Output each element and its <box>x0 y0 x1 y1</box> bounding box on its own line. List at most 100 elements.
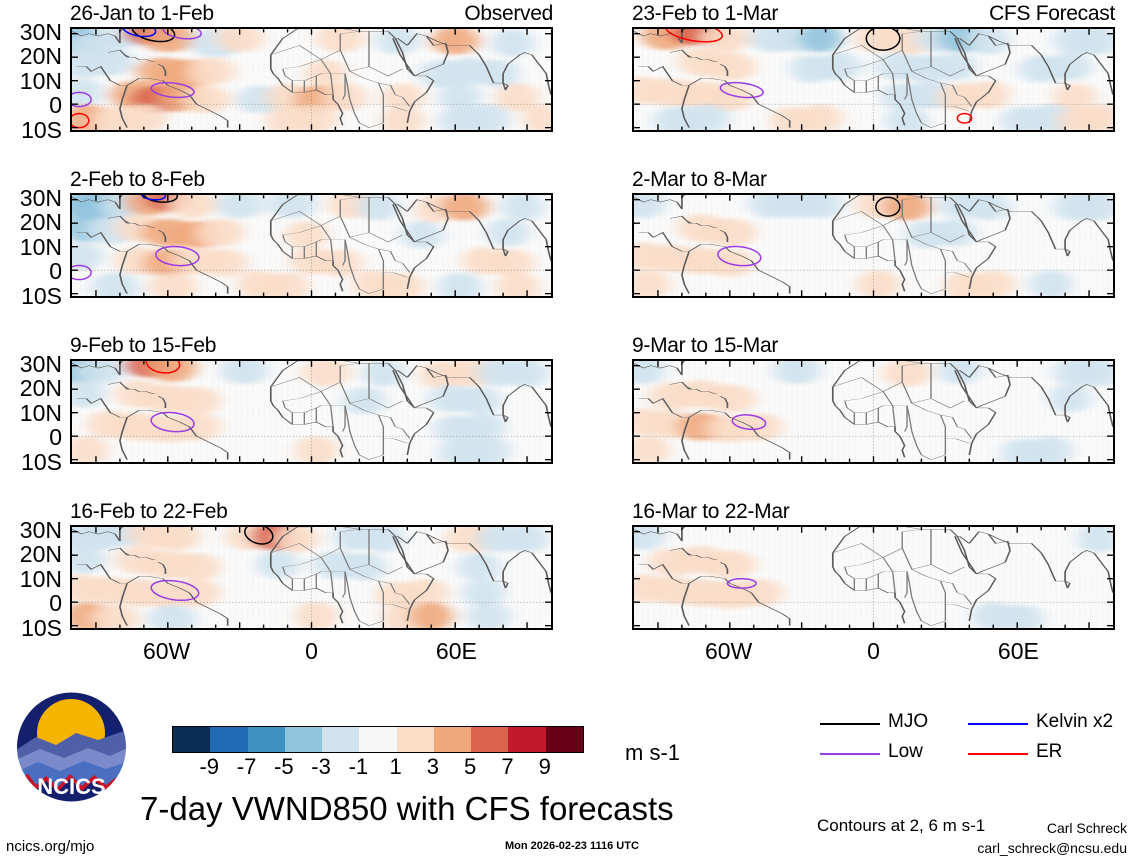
wave-contour-mjo <box>866 29 900 50</box>
x-axis-tick-label: 60E <box>997 638 1039 664</box>
y-axis-tick-label: 10S <box>21 116 62 143</box>
forecast-column-label: CFS Forecast <box>989 2 1115 25</box>
y-axis-tick-label: 0 <box>49 590 62 617</box>
legend-label: MJO <box>888 711 929 732</box>
y-axis-tick-label: 30N <box>19 516 62 543</box>
colorbar-tick-label: 1 <box>389 754 402 779</box>
x-axis-tick-label: 0 <box>867 638 880 664</box>
wave-contour-er <box>957 114 971 123</box>
map-canvas <box>632 525 1115 630</box>
wave-contour-mjo <box>144 195 177 202</box>
legend-swatch-mjo <box>820 723 880 725</box>
wave-contour-er <box>146 361 179 373</box>
map-canvas <box>70 27 553 132</box>
x-axis-tick-label: 0 <box>305 638 318 664</box>
wave-contour-low <box>156 247 199 266</box>
footer-timestamp: Mon 2026-02-23 1116 UTC <box>505 840 639 852</box>
y-axis-tick-label: 20N <box>19 375 62 402</box>
colorbar-segment <box>508 727 546 752</box>
wave-contour-mjo <box>876 197 900 216</box>
panel-title: 26-Jan to 1-Feb <box>70 2 214 25</box>
map-panel: 23-Feb to 1-Mar CFS Forecast <box>632 2 1115 132</box>
wave-contour-kelvin-x2 <box>142 195 166 200</box>
colorbar-segment <box>433 727 472 752</box>
wave-contour-low <box>72 92 91 106</box>
x-axis-tick-label: 60W <box>142 638 191 664</box>
colorbar-segment <box>173 727 211 752</box>
y-axis-tick-label: 10N <box>19 233 62 260</box>
panel-title: 16-Mar to 22-Mar <box>632 500 790 523</box>
map-canvas <box>70 193 553 298</box>
legend-swatch-er <box>968 753 1028 755</box>
ncics-logo-text: NCICS <box>37 774 105 799</box>
colorbar-segment <box>396 727 434 752</box>
wave-contour-er <box>72 114 89 128</box>
colorbar-tick-label: -5 <box>274 754 294 779</box>
y-axis-tick-label: 0 <box>49 258 62 285</box>
wave-contour-low <box>718 246 761 265</box>
footer-email[interactable]: carl_schreck@ncsu.edu <box>977 840 1127 856</box>
colorbar-tick-label: 9 <box>538 754 551 779</box>
colorbar-tick-label: 5 <box>464 754 477 779</box>
panel-title: 2-Feb to 8-Feb <box>70 168 205 191</box>
wave-contour-low <box>727 579 756 588</box>
ncics-logo[interactable]: NCICS <box>14 688 129 806</box>
y-axis-tick-label: 0 <box>49 92 62 119</box>
map-panel: 2-Mar to 8-Mar <box>632 168 1115 298</box>
wave-contour-er <box>666 29 723 42</box>
wave-contour-low <box>151 412 194 431</box>
y-axis-tick-label: 30N <box>19 184 62 211</box>
colorbar-tick-label: 3 <box>426 754 440 779</box>
map-panel: 9-Mar to 15-Mar <box>632 334 1115 464</box>
map-canvas <box>632 193 1115 298</box>
map-panel: 16-Mar to 22-Mar <box>632 500 1115 630</box>
footer-site-link[interactable]: ncics.org/mjo <box>6 838 95 855</box>
colorbar-tick-label: -3 <box>311 754 331 779</box>
wave-contour-mjo <box>245 527 273 544</box>
legend-label: ER <box>1036 741 1063 762</box>
colorbar-tick-label: 7 <box>501 754 514 779</box>
colorbar-segment <box>471 727 509 752</box>
colorbar-segment <box>247 727 285 752</box>
colorbar-units-label: m s-1 <box>625 740 680 765</box>
panel-title: 9-Mar to 15-Mar <box>632 334 779 357</box>
y-axis-tick-label: 20N <box>19 209 62 236</box>
map-panel: 9-Feb to 15-Feb <box>70 334 553 464</box>
map-panel: 2-Feb to 8-Feb <box>70 168 553 298</box>
colorbar-tick-label: -9 <box>199 754 220 779</box>
wave-contour-kelvin-x2 <box>123 29 156 37</box>
panel-title: 23-Feb to 1-Mar <box>632 2 779 25</box>
map-panel: 26-Jan to 1-Feb Observed <box>70 2 553 132</box>
y-axis-tick-label: 10N <box>19 67 62 94</box>
y-axis-tick-label: 20N <box>19 43 62 70</box>
colorbar-segment <box>359 727 397 752</box>
colorbar-tick-label: -1 <box>348 754 369 779</box>
wave-contour-mjo <box>132 29 174 42</box>
map-canvas <box>70 525 553 630</box>
main-title: 7-day VWND850 with CFS forecasts <box>140 790 674 827</box>
y-axis-tick-label: 10S <box>21 448 62 475</box>
map-canvas <box>70 359 553 464</box>
colorbar-segment <box>284 727 323 752</box>
observed-column-label: Observed <box>464 2 553 25</box>
contour-note: Contours at 2, 6 m s-1 <box>817 816 986 835</box>
y-axis-tick-label: 10N <box>19 565 62 592</box>
colorbar-segment <box>322 727 360 752</box>
panel-title: 2-Mar to 8-Mar <box>632 168 767 191</box>
y-axis-tick-label: 10S <box>21 614 62 641</box>
colorbar <box>172 726 584 753</box>
y-axis-tick-label: 30N <box>19 350 62 377</box>
y-axis-tick-label: 20N <box>19 541 62 568</box>
wave-contour-low <box>720 83 763 98</box>
wave-contour-low <box>732 415 765 429</box>
panel-title: 16-Feb to 22-Feb <box>70 500 228 523</box>
y-axis-tick-label: 30N <box>19 18 62 45</box>
legend-swatch-kelvin-x2 <box>968 723 1028 725</box>
y-axis-tick-label: 10S <box>21 282 62 309</box>
colorbar-segment <box>545 727 583 752</box>
map-panel: 16-Feb to 22-Feb <box>70 500 553 630</box>
y-axis-tick-label: 10N <box>19 399 62 426</box>
x-axis-tick-label: 60W <box>704 638 753 664</box>
wave-contour-low <box>72 265 91 279</box>
wave-contour-low <box>151 581 198 601</box>
